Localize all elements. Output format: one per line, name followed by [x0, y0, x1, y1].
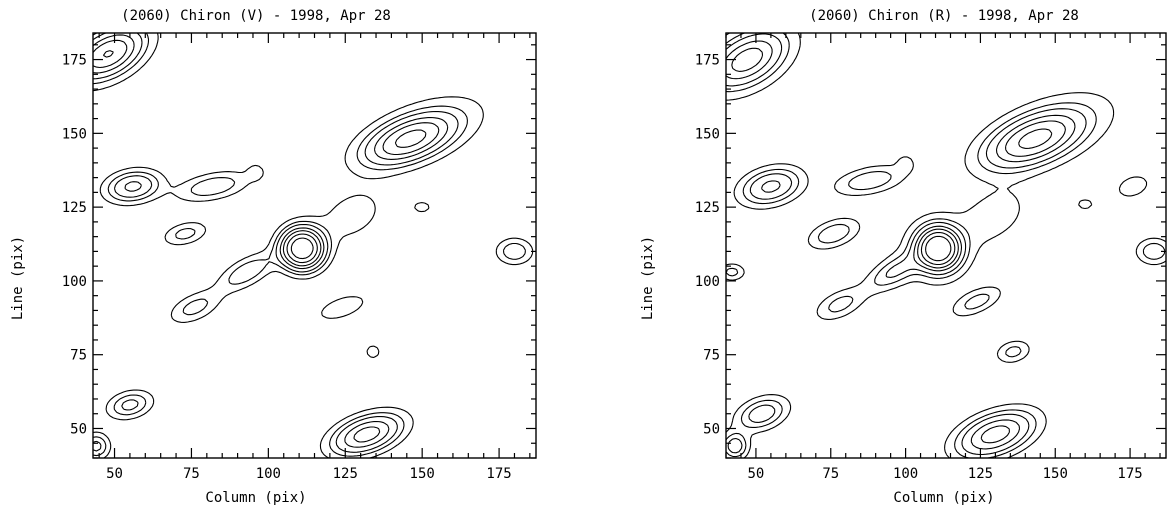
- x-tick-label: 100: [893, 466, 918, 482]
- contour-level-7: [290, 237, 314, 260]
- x-tick-label: 125: [333, 466, 358, 482]
- y-tick-label: 125: [695, 200, 720, 216]
- contour-level-4: [726, 40, 1076, 450]
- contour-level-4: [93, 34, 449, 448]
- y-tick-label: 50: [703, 421, 720, 437]
- contour-level-3: [93, 33, 459, 453]
- y-tick-label: 150: [62, 126, 87, 142]
- contour-plot-r: (2060) Chiron (R) - 1998, Apr 28 Column …: [640, 8, 1167, 506]
- y-tick-label: 75: [703, 348, 720, 364]
- y-tick-label: 75: [70, 348, 87, 364]
- x-tick-label: 150: [1043, 466, 1068, 482]
- x-tick-label: 175: [486, 466, 511, 482]
- y-tick-label: 175: [62, 53, 87, 69]
- y-tick-label: 100: [62, 274, 87, 290]
- contour-level-2: [93, 33, 526, 457]
- contour-panel-v: (2060) Chiron (V) - 1998, Apr 28 Column …: [0, 0, 560, 509]
- x-axis-label: Column (pix): [205, 490, 306, 506]
- x-tick-label: 75: [822, 466, 839, 482]
- contour-level-6: [102, 50, 427, 264]
- axis-ticks: [93, 33, 536, 459]
- contour-level-5: [731, 47, 1066, 444]
- axis-ticks: [725, 33, 1166, 459]
- plot-frame: [725, 32, 1167, 459]
- y-axis-label: Line (pix): [10, 236, 26, 320]
- tick-labels: 50 75 100 125 150 175 50 75 100 125 150 175: [62, 53, 512, 482]
- x-tick-label: 100: [256, 466, 281, 482]
- x-tick-label: 50: [748, 466, 765, 482]
- plot-title: (2060) Chiron (R) - 1998, Apr 28: [809, 8, 1079, 24]
- contour-level-2: [726, 33, 1166, 458]
- y-tick-label: 125: [62, 200, 87, 216]
- contour-plot-v: (2060) Chiron (V) - 1998, Apr 28 Column …: [10, 8, 537, 506]
- y-tick-label: 50: [70, 421, 87, 437]
- x-tick-label: 150: [410, 466, 435, 482]
- x-axis-label: Column (pix): [893, 490, 994, 506]
- y-axis-label: Line (pix): [640, 236, 656, 320]
- contour-level-7: [925, 235, 952, 262]
- x-tick-label: 50: [106, 466, 123, 482]
- x-tick-label: 125: [968, 466, 993, 482]
- contour-level-1: [726, 33, 1166, 458]
- tick-labels: 50 75 100 125 150 175 50 75 100 125 150 175: [695, 53, 1143, 482]
- plot-frame: [92, 32, 537, 459]
- y-tick-label: 150: [695, 126, 720, 142]
- y-tick-label: 175: [695, 53, 720, 69]
- x-tick-label: 175: [1117, 466, 1142, 482]
- contour-level-3: [726, 33, 1087, 456]
- contour-panel-r: (2060) Chiron (R) - 1998, Apr 28 Column …: [630, 0, 1172, 509]
- y-tick-label: 100: [695, 274, 720, 290]
- x-tick-label: 75: [183, 466, 200, 482]
- contour-lines: [93, 33, 534, 458]
- plot-title: (2060) Chiron (V) - 1998, Apr 28: [121, 8, 391, 24]
- contour-level-6: [920, 128, 1053, 266]
- contour-lines: [726, 33, 1166, 458]
- contour-level-1: [93, 33, 534, 458]
- contour-level-5: [93, 39, 440, 443]
